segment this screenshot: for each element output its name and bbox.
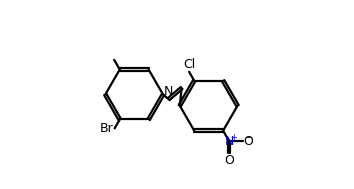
Text: +: + (230, 133, 237, 142)
Text: N: N (164, 85, 173, 98)
Text: Br: Br (100, 122, 114, 135)
Text: −: − (244, 133, 251, 142)
Text: N: N (224, 135, 234, 148)
Text: Cl: Cl (183, 58, 195, 71)
Text: O: O (244, 135, 253, 148)
Text: O: O (224, 154, 234, 167)
